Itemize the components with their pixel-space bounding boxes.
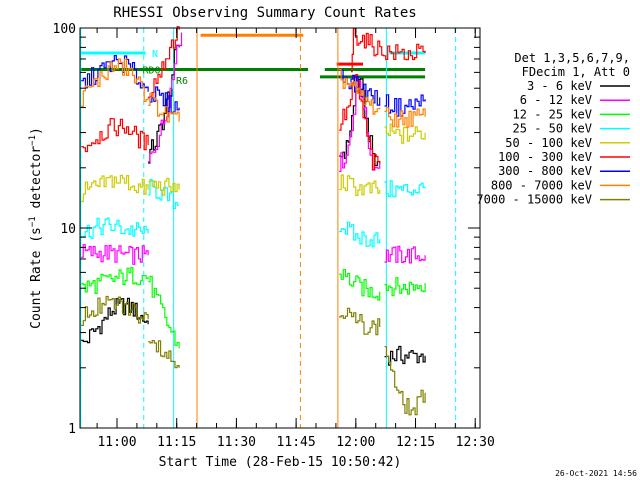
axes: 1 10 100 11:00 11:15 11:30 11:45 12:00 12:15 12:3… (53, 22, 495, 450)
legend-label-5: 100 - 300 keV (498, 150, 592, 164)
y-axis-label-mid: detector (29, 146, 44, 217)
x-tick-label-2: 11:30 (217, 435, 256, 450)
x-tick-label-1: 11:15 (157, 435, 196, 450)
series-line-3-segment-2 (339, 221, 381, 248)
series-line-2-segment-2 (339, 269, 381, 301)
legend-label-1: 6 - 12 keV (520, 93, 592, 107)
legend-label-2: 12 - 25 keV (513, 107, 592, 121)
legend-label-4: 50 - 100 keV (505, 136, 592, 150)
legend-label-0: 3 - 6 keV (527, 79, 592, 93)
series-line-7-segment-1 (148, 92, 180, 123)
series-line-8-segment-3 (384, 346, 426, 416)
series-line-8-segment-0 (81, 295, 149, 326)
x-tick-label-0: 11:00 (97, 435, 136, 450)
series-line-3-segment-0 (81, 217, 149, 239)
date-stamp: 26-Oct-2021 14:56 (555, 469, 637, 478)
flag-annotations: N RD0 R6 (143, 49, 188, 87)
series-line-1-segment-3 (384, 245, 426, 264)
series-line-4-segment-0 (81, 174, 149, 203)
series-line-0-segment-1 (148, 44, 180, 164)
series-line-7-segment-2 (339, 68, 381, 115)
series-line-5-segment-2 (339, 74, 381, 171)
chart-title: RHESSI Observing Summary Count Rates (113, 5, 416, 21)
legend-label-3: 25 - 50 keV (513, 122, 592, 136)
series-line-0-segment-3 (384, 345, 426, 366)
x-tick-label-3: 11:45 (277, 435, 316, 450)
y-axis-label-sup2: −1 (28, 135, 38, 146)
series-line-3-segment-3 (384, 180, 426, 198)
series-line-5-segment-0 (81, 118, 149, 153)
y-tick-label-1: 10 (60, 222, 76, 237)
x-tick-label-4: 12:00 (336, 435, 375, 450)
series-line-1-segment-0 (81, 244, 149, 265)
legend-label-8: 7000 - 15000 keV (476, 193, 592, 207)
series-line-4-segment-1 (148, 177, 180, 196)
legend-header-line-1: Det 1,3,5,6,7,9, (514, 51, 630, 65)
series-lines (81, 26, 426, 416)
series-line-2-segment-1 (148, 275, 180, 349)
series-line-7-segment-0 (81, 58, 149, 107)
series-line-5-segment-1 (148, 26, 180, 98)
series-line-2-segment-0 (81, 267, 149, 294)
y-axis-label-sup1: −1 (28, 216, 38, 227)
series-line-8-segment-2 (339, 307, 381, 336)
y-axis-label-main: Count Rate (s (29, 227, 44, 329)
x-tick-label-5: 12:15 (396, 435, 435, 450)
flag-annotation-0: N (152, 49, 158, 60)
series-line-5-segment-3 (351, 27, 426, 73)
y-tick-label-0: 1 (68, 422, 76, 437)
x-tick-label-6: 12:30 (456, 435, 495, 450)
series-line-6-segment-3 (384, 94, 426, 117)
y-axis-label-end: ) (29, 127, 44, 135)
legend: Det 1,3,5,6,7,9, FDecim 1, Att 0 3 - 6 k… (476, 51, 630, 207)
legend-label-7: 800 - 7000 keV (491, 178, 592, 192)
legend-header-line-2: FDecim 1, Att 0 (522, 65, 630, 79)
series-line-8-segment-1 (148, 340, 180, 369)
flag-annotation-1: RD0 (143, 66, 161, 77)
flag-annotation-2: R6 (176, 76, 188, 87)
series-line-7-segment-3 (384, 107, 426, 128)
series-line-2-segment-3 (384, 277, 426, 297)
y-axis-label: Count Rate (s−1 detector−1) (28, 127, 44, 329)
legend-label-6: 300 - 800 keV (498, 164, 592, 178)
series-line-6-segment-0 (81, 55, 149, 92)
series-line-4-segment-2 (339, 174, 381, 197)
series-line-1-segment-1 (148, 32, 183, 163)
y-tick-label-2: 100 (53, 22, 76, 37)
x-axis-label: Start Time (28-Feb-15 10:50:42) (159, 455, 402, 470)
